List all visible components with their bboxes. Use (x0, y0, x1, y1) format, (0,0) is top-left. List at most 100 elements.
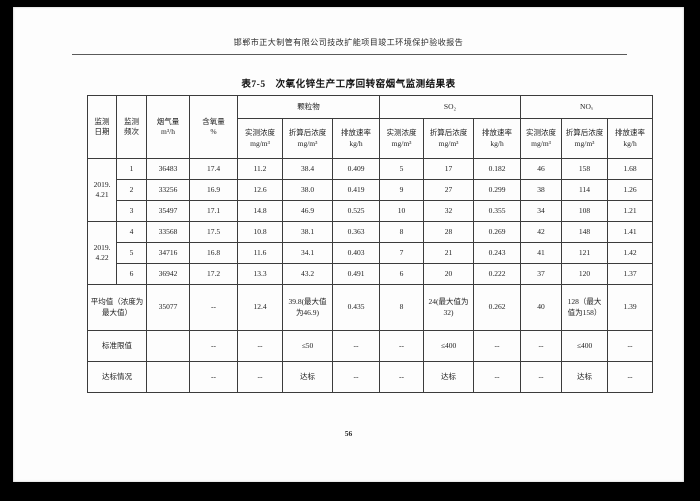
value-cell: 达标 (423, 361, 475, 393)
value-cell: ≤50 (282, 330, 333, 362)
running-header: 邯郸市正大制管有限公司技改扩能项目竣工环境保护验收报告 (233, 38, 464, 47)
table-row: 6 36942 17.2 13.3 43.2 0.491 6 20 0.222 37 120 1.37 (88, 263, 654, 285)
value-cell: 24(最大值为32) (423, 284, 475, 331)
page-number: 56 (344, 429, 353, 438)
group-header-nox: NOₓ (520, 95, 654, 119)
value-cell: -- (331, 330, 381, 362)
report-page: 邯郸市正大制管有限公司技改扩能项目竣工环境保护验收报告 表7-5 次氧化锌生产工… (13, 7, 684, 482)
value-cell: 42 (520, 221, 563, 243)
value-cell: 40 (520, 284, 563, 331)
value-cell: 43.2 (282, 263, 333, 285)
table-title: 表7-5 次氧化锌生产工序回转窑烟气监测结果表 (241, 80, 456, 90)
value-cell: 0.409 (331, 158, 381, 180)
value-cell: -- (379, 361, 425, 393)
value-cell: ≤400 (423, 330, 475, 362)
summary-label-cell: 平均值（浓度为最大值） (87, 284, 147, 331)
value-cell: 1.21 (607, 200, 654, 222)
value-cell: 41 (520, 242, 563, 264)
value-cell: 108 (561, 200, 609, 222)
value-cell: 17.2 (189, 263, 238, 285)
value-cell: 38.4 (282, 158, 333, 180)
subheader-nox-converted: 折算后浓度 mg/m³ (561, 118, 609, 159)
value-cell: 1.42 (607, 242, 654, 264)
value-cell: -- (607, 361, 654, 393)
value-cell: 27 (423, 179, 475, 201)
value-cell: 0.262 (473, 284, 522, 331)
summary-row: 标准限值 -- -- ≤50 -- -- ≤400 -- -- ≤400 -- (87, 330, 654, 362)
value-cell: 46 (520, 158, 563, 180)
col-header-flue-gas: 烟气量 m³/h (146, 95, 190, 159)
value-cell: 38.1 (282, 221, 333, 243)
value-cell: 114 (561, 179, 609, 201)
value-cell: 0.403 (331, 242, 381, 264)
value-cell: 0.363 (331, 221, 381, 243)
table-row: 2019. 4.21 1 36483 17.4 11.2 38.4 0.409 5 17 0.18… (87, 158, 654, 222)
value-cell: 17.4 (189, 158, 238, 180)
value-cell: 12.6 (237, 179, 283, 201)
value-cell: -- (189, 361, 238, 393)
value-cell: 1.26 (607, 179, 654, 201)
value-cell: 5 (379, 158, 425, 180)
group-header-so2: SO₂ (379, 95, 522, 119)
value-cell: -- (379, 330, 425, 362)
subheader-nox-rate: 排放速率 kg/h (607, 118, 654, 159)
value-cell (146, 330, 190, 362)
frequency-cell: 2 (116, 179, 147, 201)
value-cell: -- (189, 330, 238, 362)
value-cell: 148 (561, 221, 609, 243)
value-cell: 10.8 (237, 221, 283, 243)
subheader-pm-rate: 排放速率 kg/h (331, 118, 381, 159)
frequency-cell: 6 (116, 263, 147, 285)
value-cell: 38.0 (282, 179, 333, 201)
subheader-so2-rate: 排放速率 kg/h (473, 118, 522, 159)
frequency-cell: 3 (116, 200, 147, 222)
subheader-so2-converted: 折算后浓度 mg/m³ (423, 118, 475, 159)
frequency-cell: 4 (116, 221, 147, 243)
value-cell: 1.39 (607, 284, 654, 331)
value-cell: 0.525 (331, 200, 381, 222)
value-cell: 0.491 (331, 263, 381, 285)
value-cell: -- (520, 330, 563, 362)
summary-label-cell: 标准限值 (87, 330, 147, 362)
value-cell: 11.6 (237, 242, 283, 264)
value-cell: 17.1 (189, 200, 238, 222)
value-cell: 达标 (282, 361, 333, 393)
value-cell: 17 (423, 158, 475, 180)
table-row: 3 35497 17.1 14.8 46.9 0.525 10 32 0.355 34 108 1.2… (88, 200, 654, 222)
value-cell: 11.2 (237, 158, 283, 180)
value-cell: 10 (379, 200, 425, 222)
value-cell: 32 (423, 200, 475, 222)
frequency-cell: 1 (116, 158, 147, 180)
value-cell: -- (331, 361, 381, 393)
value-cell: -- (607, 330, 654, 362)
value-cell: 0.419 (331, 179, 381, 201)
value-cell: 0.355 (473, 200, 522, 222)
value-cell: 8 (379, 284, 425, 331)
value-cell: 12.4 (237, 284, 283, 331)
value-cell: 6 (379, 263, 425, 285)
header-divider (72, 54, 627, 55)
value-cell: 1.68 (607, 158, 654, 180)
summary-label-cell: 达标情况 (87, 361, 147, 393)
value-cell: 1.41 (607, 221, 654, 243)
value-cell: -- (237, 330, 283, 362)
date-cell: 2019. 4.21 (87, 158, 117, 222)
value-cell: 35077 (146, 284, 190, 331)
value-cell: 16.9 (189, 179, 238, 201)
value-cell: 0.269 (473, 221, 522, 243)
value-cell: 37 (520, 263, 563, 285)
value-cell: 36483 (146, 158, 190, 180)
value-cell: -- (237, 361, 283, 393)
value-cell: -- (520, 361, 563, 393)
value-cell: 36942 (146, 263, 190, 285)
value-cell: 16.8 (189, 242, 238, 264)
value-cell: 0.243 (473, 242, 522, 264)
value-cell: 34716 (146, 242, 190, 264)
value-cell: 128（最大值为158） (561, 284, 609, 331)
col-header-date: 监测 日期 (87, 95, 117, 159)
value-cell: 7 (379, 242, 425, 264)
value-cell: 35497 (146, 200, 190, 222)
value-cell: 158 (561, 158, 609, 180)
value-cell: 20 (423, 263, 475, 285)
value-cell: -- (473, 361, 522, 393)
